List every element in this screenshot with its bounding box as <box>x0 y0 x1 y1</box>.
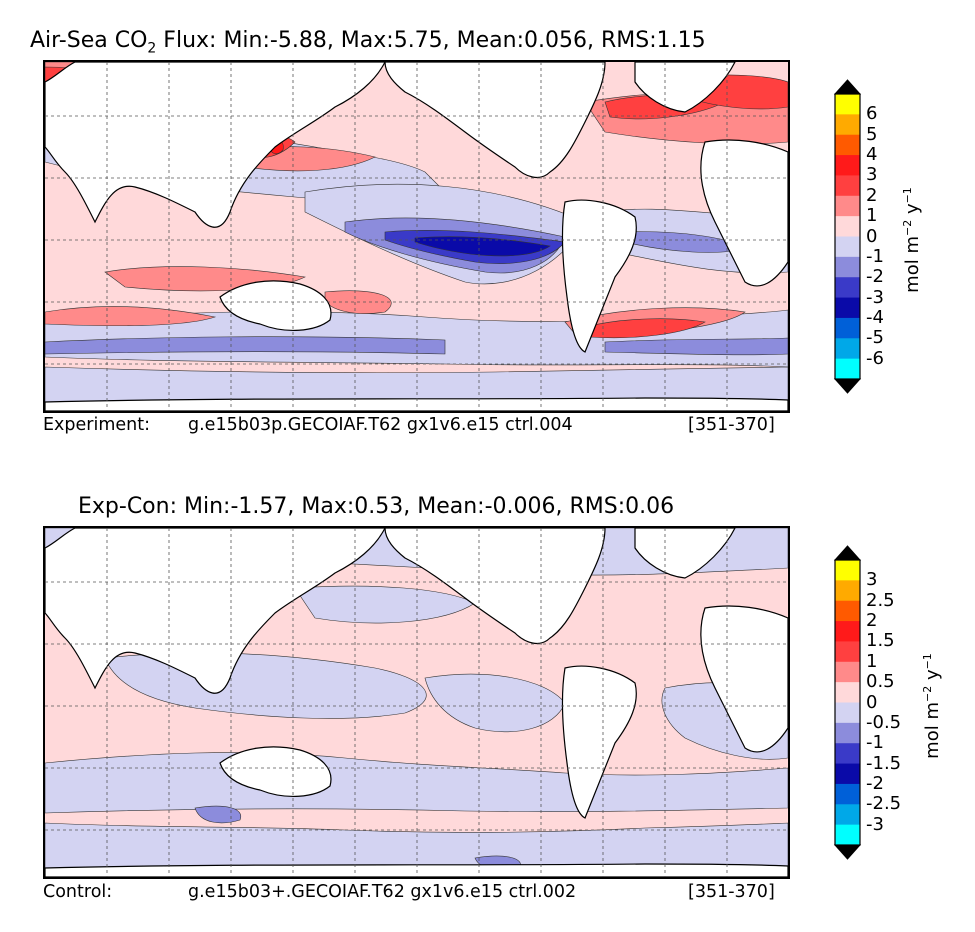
bottom-unit-mid: y <box>922 669 943 686</box>
bottom-colorbar-tick-label: -1 <box>866 732 884 754</box>
top-unit-main: mol m <box>902 236 923 293</box>
top-colorbar-tick-label: -2 <box>866 266 884 288</box>
top-colorbar-swatch <box>835 134 860 156</box>
bottom-colorbar-max-arrow <box>833 545 862 561</box>
bottom-caption-label: Control: <box>43 882 113 902</box>
top-colorbar-swatch <box>835 256 860 278</box>
top-colorbar-swatch <box>835 175 860 197</box>
top-caption-case: g.e15b03p.GECOIAF.T62 gx1v6.e15 ctrl.004 <box>188 415 573 435</box>
top-unit-exp2: −1 <box>901 187 914 204</box>
bottom-colorbar-tick-label: -1.5 <box>866 752 902 774</box>
bottom-colorbar-swatch <box>835 743 860 765</box>
top-colorbar-swatch <box>835 155 860 176</box>
top-colorbar-graphic <box>833 79 862 394</box>
bottom-colorbar-tick-label: 2.5 <box>866 589 895 611</box>
top-caption-years: [351-370] <box>688 415 775 435</box>
bottom-colorbar-tick-label: 0.5 <box>866 671 895 693</box>
bottom-colorbar-graphic <box>833 545 862 860</box>
bottom-colorbar-tick-label: 2 <box>866 610 878 632</box>
bottom-unit-exp2: −1 <box>921 653 934 670</box>
top-colorbar-swatch <box>835 358 860 380</box>
top-colorbar-swatch <box>835 277 860 299</box>
top-flux-map <box>43 60 790 413</box>
bottom-colorbar-tick-label: -3 <box>866 813 884 835</box>
top-colorbar-swatch <box>835 317 860 339</box>
top-colorbar-tick-label: 3 <box>866 164 878 186</box>
top-colorbar-tick-label: -3 <box>866 286 884 308</box>
top-colorbar-tick-label: -4 <box>866 306 884 328</box>
top-unit-mid: y <box>902 203 923 220</box>
bottom-colorbar-swatch <box>835 560 860 581</box>
top-map-graphic <box>45 62 788 411</box>
bottom-colorbar-swatch <box>835 600 860 622</box>
bottom-colorbar-swatch <box>835 621 860 642</box>
bottom-colorbar-swatch <box>835 722 860 744</box>
bottom-colorbar-tick-label: -2 <box>866 772 884 794</box>
bottom-colorbar-unit: mol m−2 y−1 <box>921 626 943 786</box>
bottom-unit-main: mol m <box>922 702 943 759</box>
top-colorbar-tick-label: -6 <box>866 347 884 369</box>
top-colorbar-max-arrow <box>833 79 862 95</box>
bottom-colorbar-swatch <box>835 661 860 683</box>
top-colorbar-unit: mol m−2 y−1 <box>901 160 923 320</box>
bottom-colorbar-swatch <box>835 580 860 602</box>
top-title-suffix: Flux: Min:-5.88, Max:5.75, Mean:0.056, R… <box>156 28 706 53</box>
top-colorbar-tick-label: 5 <box>866 123 878 145</box>
bottom-caption-years: [351-370] <box>688 882 775 902</box>
top-caption-label: Experiment: <box>43 415 151 435</box>
top-map-title: Air-Sea CO2 Flux: Min:-5.88, Max:5.75, M… <box>30 28 706 56</box>
top-colorbar-swatch <box>835 236 860 258</box>
bottom-map-graphic <box>45 528 788 877</box>
bottom-colorbar-swatch <box>835 682 860 703</box>
bottom-map-title: Exp-Con: Min:-1.57, Max:0.53, Mean:-0.00… <box>78 494 675 519</box>
bottom-colorbar-swatch <box>835 783 860 805</box>
bottom-unit-exp1: −2 <box>921 685 934 702</box>
bottom-colorbar-swatch <box>835 804 860 826</box>
top-colorbar-tick-label: 4 <box>866 144 878 166</box>
bottom-colorbar-tick-label: -2.5 <box>866 793 902 815</box>
top-colorbar-swatch <box>835 297 860 319</box>
bottom-colorbar-swatch <box>835 702 860 724</box>
bottom-colorbar-swatch <box>835 824 860 846</box>
top-colorbar-tick-label: 0 <box>866 225 878 247</box>
bottom-colorbar-tick-label: 3 <box>866 569 878 591</box>
bottom-colorbar <box>833 545 862 860</box>
top-title-subscript: 2 <box>147 40 157 57</box>
bottom-colorbar-swatch <box>835 763 860 785</box>
bottom-caption-case: g.e15b03+.GECOIAF.T62 gx1v6.e15 ctrl.002 <box>188 882 577 902</box>
bottom-colorbar-tick-label: -0.5 <box>866 711 902 733</box>
top-colorbar-tick-label: 6 <box>866 103 878 125</box>
bottom-colorbar-tick-label: 1 <box>866 650 878 672</box>
top-colorbar-swatch <box>835 338 860 360</box>
bottom-colorbar-min-arrow <box>833 844 862 860</box>
top-colorbar-swatch <box>835 114 860 136</box>
top-colorbar <box>833 79 862 394</box>
bottom-colorbar-swatch <box>835 641 860 663</box>
top-colorbar-tick-label: 2 <box>866 184 878 206</box>
top-colorbar-tick-label: -1 <box>866 245 884 267</box>
top-colorbar-swatch <box>835 94 860 115</box>
bottom-colorbar-tick-label: 1.5 <box>866 630 895 652</box>
top-colorbar-tick-label: 1 <box>866 205 878 227</box>
bottom-diff-map <box>43 526 790 879</box>
top-colorbar-tick-label: -5 <box>866 327 884 349</box>
top-unit-exp1: −2 <box>901 219 914 236</box>
bottom-colorbar-tick-label: 0 <box>866 691 878 713</box>
top-title-prefix: Air-Sea CO <box>30 28 148 53</box>
top-colorbar-swatch <box>835 216 860 237</box>
top-colorbar-min-arrow <box>833 378 862 394</box>
top-colorbar-swatch <box>835 195 860 217</box>
